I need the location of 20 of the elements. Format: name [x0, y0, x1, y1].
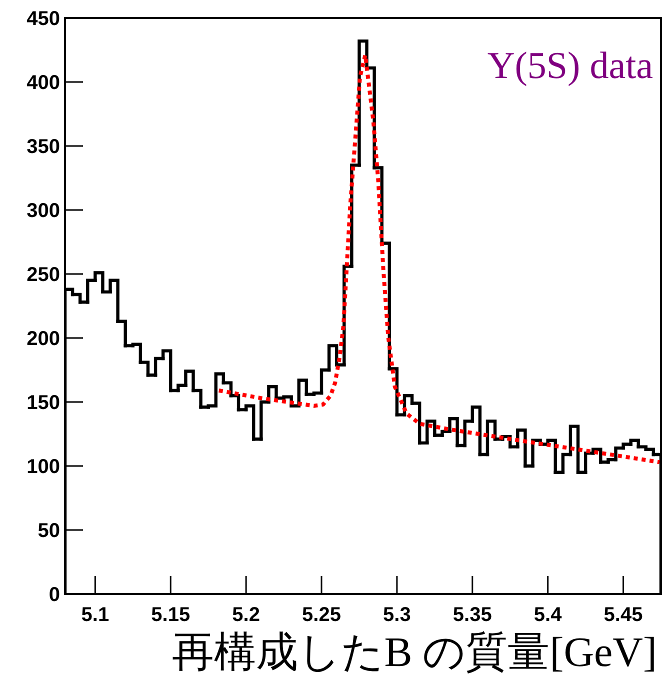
y-tick-label: 50 — [38, 520, 60, 542]
x-tick-label: 5.1 — [81, 604, 110, 626]
y-tick-label: 400 — [26, 72, 60, 94]
y-tick-label: 450 — [26, 8, 60, 30]
y-tick-label: 200 — [26, 328, 60, 350]
x-tick-label: 5.35 — [452, 604, 492, 626]
text: Y(5S) data — [487, 45, 654, 87]
y-tick-label: 350 — [26, 136, 60, 158]
x-tick-label: 5.2 — [232, 604, 260, 626]
y-tick-label: 0 — [48, 584, 60, 606]
x-tick-label: 5.4 — [534, 604, 563, 626]
x-tick-label: 5.3 — [383, 604, 411, 626]
y-tick-label: 150 — [26, 392, 60, 414]
x-tick-label: 5.15 — [151, 604, 190, 626]
x-axis-title: 再構成したB の質量[GeV] — [172, 630, 657, 676]
x-tick-label: 5.25 — [302, 604, 341, 626]
x-tick-label: 5.45 — [604, 604, 643, 626]
y-tick-label: 100 — [26, 456, 60, 478]
y-tick-label: 300 — [26, 200, 60, 222]
y-tick-label: 250 — [26, 264, 60, 286]
